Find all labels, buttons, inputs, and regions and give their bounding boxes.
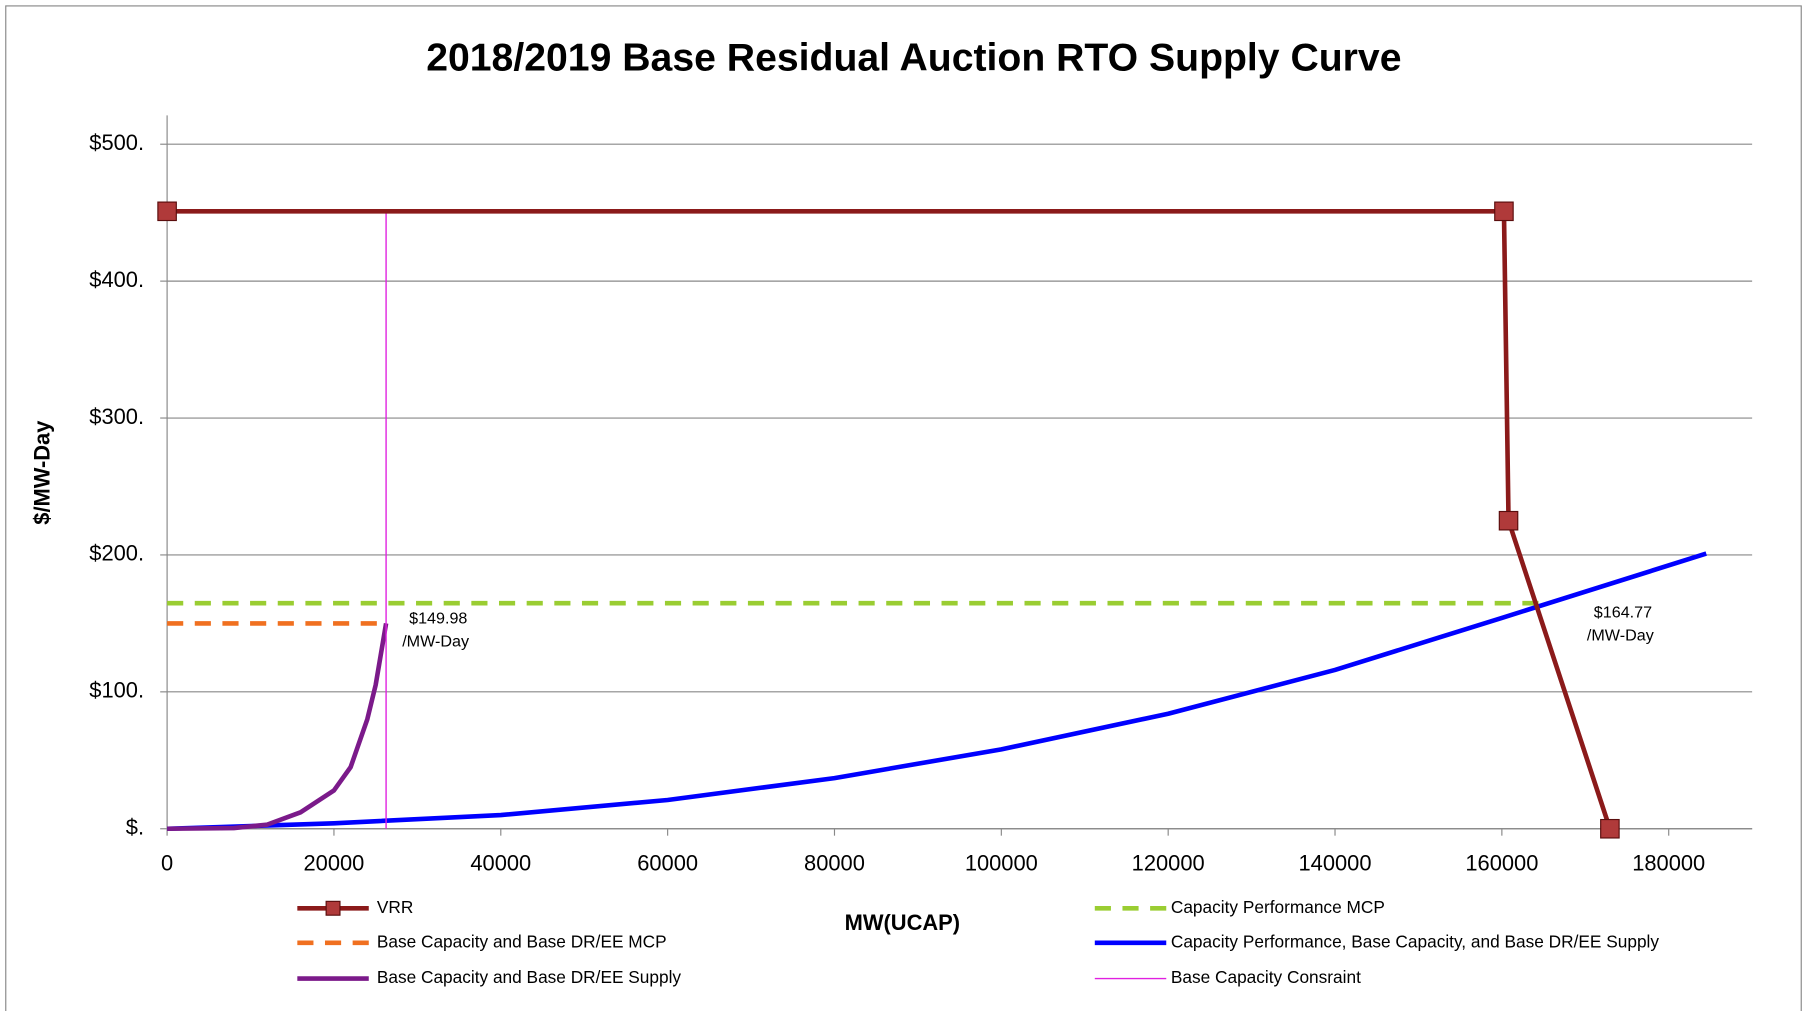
legend-label: VRR — [377, 897, 413, 917]
x-tick-label: 60000 — [637, 850, 698, 875]
legend-label: Base Capacity and Base DR/EE Supply — [377, 967, 682, 987]
series-marker — [157, 201, 177, 222]
legend-label: Capacity Performance, Base Capacity, and… — [1171, 931, 1660, 951]
y-tick-label: $200. — [89, 541, 144, 566]
series-marker — [1600, 818, 1620, 839]
legend-label: Base Capacity Consraint — [1171, 967, 1361, 987]
annotation: $164.77 — [1594, 604, 1652, 622]
series-marker — [1494, 201, 1514, 222]
chart-border — [5, 5, 1802, 1011]
y-tick-label: $100. — [89, 678, 144, 703]
y-tick-label: $. — [126, 815, 144, 840]
y-tick-label: $500. — [89, 130, 144, 155]
y-axis-label: $/MW-Day — [30, 420, 55, 525]
series-line — [167, 623, 389, 832]
x-tick-label: 40000 — [470, 850, 531, 875]
series-line — [167, 208, 1613, 830]
x-tick-label: 160000 — [1465, 850, 1538, 875]
annotation: /MW-Day — [1587, 627, 1655, 645]
x-tick-label: 80000 — [804, 850, 865, 875]
legend-label: Capacity Performance MCP — [1171, 897, 1385, 917]
chart-title: 2018/2019 Base Residual Auction RTO Supp… — [426, 36, 1401, 79]
series-marker — [1498, 510, 1519, 531]
legend-marker — [325, 900, 341, 916]
x-tick-label: 100000 — [965, 850, 1038, 875]
x-tick-label: 20000 — [304, 850, 365, 875]
annotation: $149.98 — [409, 609, 467, 627]
x-tick-label: 180000 — [1632, 850, 1705, 875]
series-line — [167, 551, 1707, 832]
annotation: /MW-Day — [402, 632, 470, 650]
x-tick-label: 120000 — [1132, 850, 1205, 875]
y-tick-label: $400. — [89, 267, 144, 292]
y-tick-label: $300. — [89, 404, 144, 429]
x-tick-label: 0 — [161, 850, 173, 875]
x-tick-label: 140000 — [1299, 850, 1372, 875]
x-axis-label: MW(UCAP) — [845, 910, 960, 935]
legend-label: Base Capacity and Base DR/EE MCP — [377, 931, 667, 951]
